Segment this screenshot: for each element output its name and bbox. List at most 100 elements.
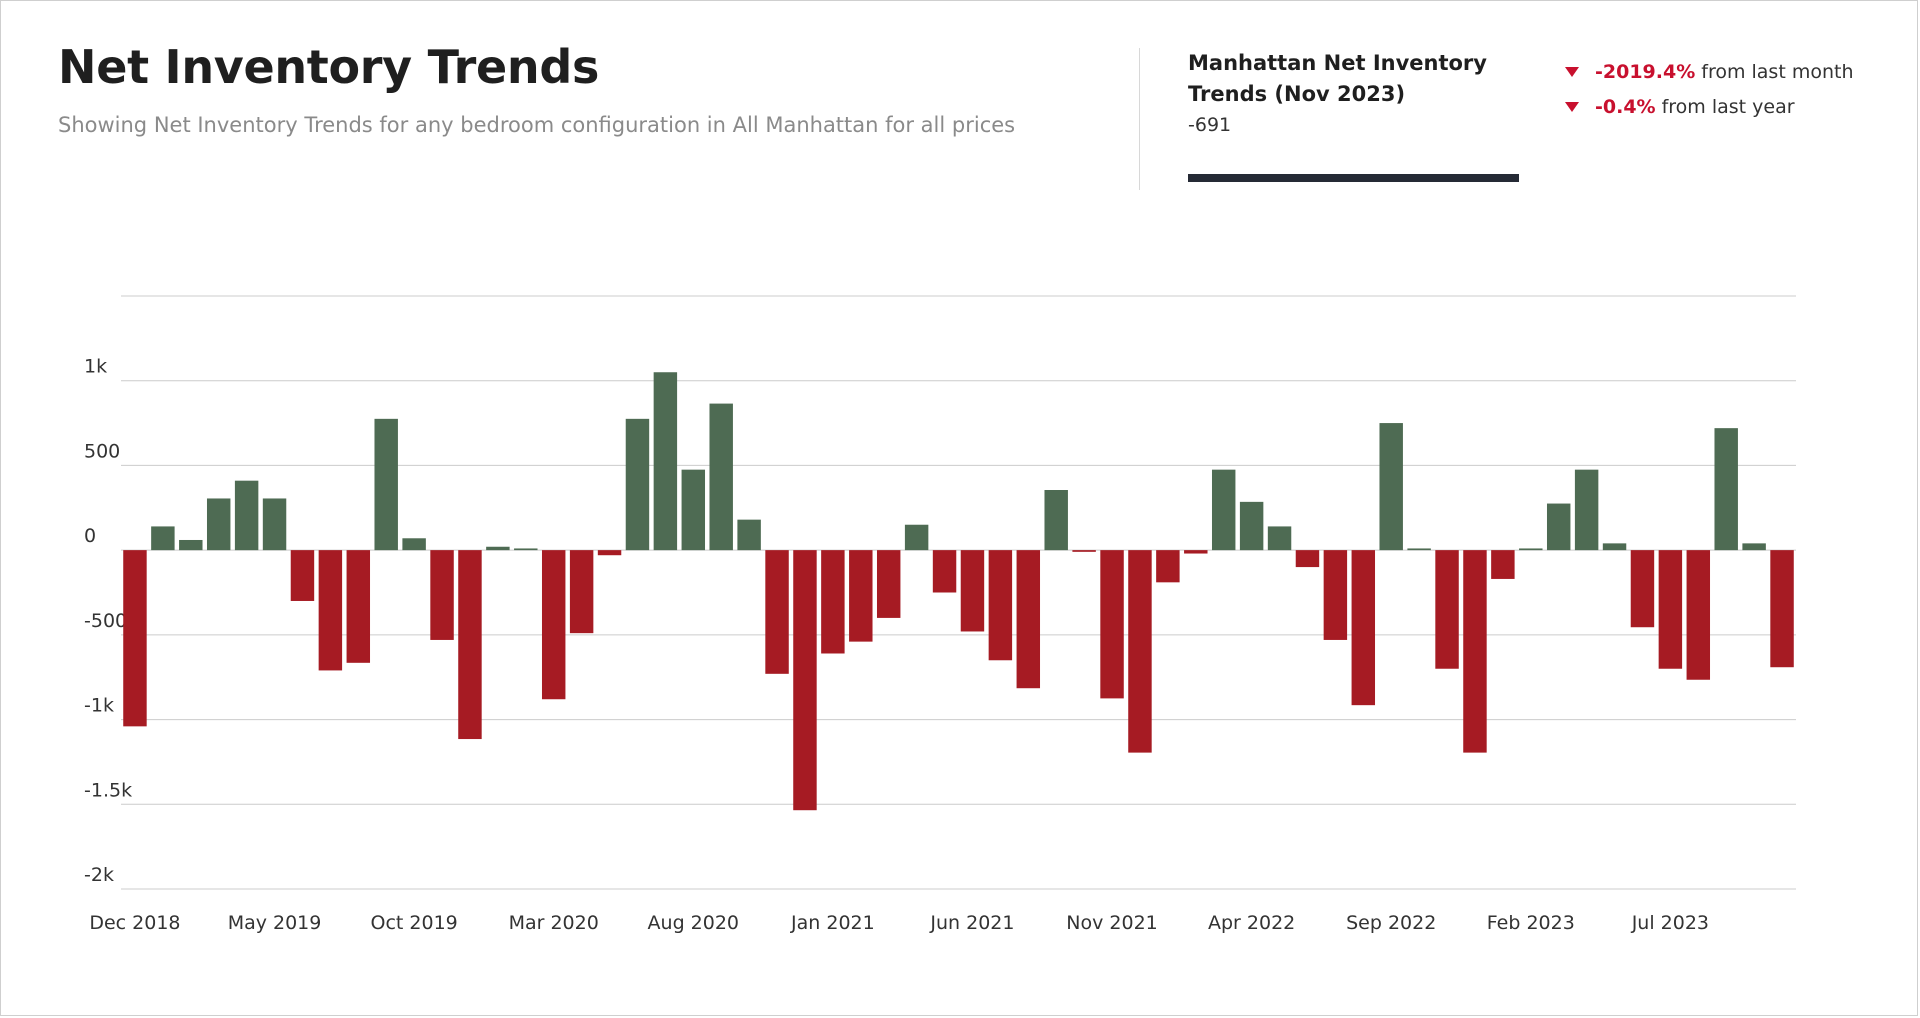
change-indicators: -2019.4% from last month -0.4% from last…	[1565, 54, 1853, 124]
bar-dec-2021[interactable]	[1128, 550, 1152, 753]
bar-apr-2023[interactable]	[1574, 469, 1599, 551]
bar-jan-2022[interactable]	[1156, 550, 1180, 583]
bar-oct-2020[interactable]	[737, 519, 761, 551]
x-tick-label: Mar 2020	[509, 912, 599, 934]
x-tick-label: Nov 2021	[1066, 912, 1157, 934]
y-tick-label: -1.5k	[84, 779, 132, 801]
bar-may-2021[interactable]	[932, 550, 957, 593]
bars	[123, 372, 1794, 811]
bar-jan-2020[interactable]	[486, 546, 510, 551]
bar-mar-2021[interactable]	[876, 550, 901, 618]
bar-jun-2022[interactable]	[1295, 550, 1320, 568]
year-change: -0.4% from last year	[1565, 89, 1853, 124]
bar-sep-2022[interactable]	[1379, 423, 1403, 551]
month-change-percent: -2019.4%	[1595, 60, 1696, 83]
bar-nov-2020[interactable]	[765, 550, 789, 674]
x-tick-label: Apr 2022	[1208, 912, 1295, 934]
bar-dec-2019[interactable]	[458, 550, 482, 740]
bar-apr-2022[interactable]	[1239, 501, 1264, 551]
y-tick-label: 0	[84, 525, 96, 547]
bar-feb-2022[interactable]	[1184, 550, 1208, 554]
bar-jul-2021[interactable]	[988, 550, 1013, 661]
triangle-down-icon	[1565, 66, 1579, 77]
bar-jan-2023[interactable]	[1491, 550, 1515, 579]
bar-jul-2019[interactable]	[318, 550, 343, 671]
y-tick-label: -1k	[84, 695, 114, 717]
bar-sep-2019[interactable]	[374, 418, 398, 551]
bar-nov-2019[interactable]	[430, 550, 454, 640]
bar-jan-2021[interactable]	[821, 550, 845, 654]
x-tick-label: Jun 2021	[929, 912, 1014, 934]
bar-jun-2020[interactable]	[625, 418, 650, 551]
y-tick-label: -2k	[84, 864, 114, 886]
x-tick-label: Sep 2022	[1346, 912, 1436, 934]
x-tick-label: Dec 2018	[89, 912, 180, 934]
bar-may-2022[interactable]	[1267, 526, 1292, 551]
x-tick-label: Aug 2020	[648, 912, 740, 934]
bar-jul-2022[interactable]	[1323, 550, 1348, 640]
bar-mar-2022[interactable]	[1211, 469, 1236, 551]
x-tick-label: Jan 2021	[790, 912, 875, 934]
bar-jan-2019[interactable]	[151, 526, 175, 551]
grid-lines	[121, 295, 1796, 890]
x-tick-label: Feb 2023	[1487, 912, 1575, 934]
y-tick-label: 500	[84, 440, 120, 462]
bar-aug-2022[interactable]	[1351, 550, 1376, 706]
page-title: Net Inventory Trends	[58, 40, 600, 94]
bar-apr-2019[interactable]	[234, 480, 259, 551]
header-divider	[1139, 48, 1140, 190]
chart-header: Net Inventory Trends Showing Net Invento…	[58, 40, 1098, 137]
summary-bar	[1188, 174, 1519, 182]
bar-may-2023[interactable]	[1602, 543, 1627, 551]
x-tick-label: Oct 2019	[371, 912, 458, 934]
bar-may-2019[interactable]	[262, 498, 287, 551]
page-subtitle: Showing Net Inventory Trends for any bed…	[58, 113, 1016, 138]
bar-dec-2020[interactable]	[793, 550, 817, 811]
bar-apr-2021[interactable]	[904, 524, 929, 551]
bar-mar-2020[interactable]	[541, 550, 566, 700]
year-change-label: from last year	[1661, 95, 1795, 118]
bar-oct-2021[interactable]	[1072, 550, 1096, 552]
bar-feb-2023[interactable]	[1519, 548, 1543, 551]
bar-feb-2020[interactable]	[514, 548, 538, 551]
year-change-percent: -0.4%	[1595, 95, 1656, 118]
bar-aug-2023[interactable]	[1686, 550, 1711, 680]
bar-jun-2021[interactable]	[960, 550, 985, 632]
bar-nov-2022[interactable]	[1435, 550, 1459, 669]
bar-aug-2021[interactable]	[1016, 550, 1041, 689]
x-axis-labels: Dec 2018 May 2019 Oct 2019 Mar 2020 Aug 2020…	[89, 912, 1709, 934]
bar-jun-2023[interactable]	[1630, 550, 1655, 628]
bar-oct-2022[interactable]	[1407, 548, 1431, 551]
bar-nov-2023[interactable]	[1770, 550, 1794, 668]
y-axis-labels: 1k 500 0 -500 -1k -1.5k -2k	[84, 356, 132, 886]
bar-feb-2019[interactable]	[179, 539, 203, 551]
bar-jul-2020[interactable]	[653, 372, 678, 551]
bar-oct-2023[interactable]	[1742, 543, 1766, 551]
bar-dec-2022[interactable]	[1463, 550, 1487, 753]
bar-apr-2020[interactable]	[569, 550, 594, 634]
bar-mar-2019[interactable]	[206, 498, 231, 551]
summary-value: -691	[1188, 114, 1232, 136]
bar-jun-2019[interactable]	[290, 550, 315, 601]
bar-nov-2021[interactable]	[1100, 550, 1124, 699]
bar-dec-2018[interactable]	[123, 550, 147, 727]
bar-aug-2020[interactable]	[681, 469, 706, 551]
bar-sep-2021[interactable]	[1044, 490, 1068, 551]
bar-may-2020[interactable]	[597, 550, 622, 556]
summary-title: Manhattan Net Inventory Trends (Nov 2023…	[1188, 51, 1487, 106]
bar-mar-2023[interactable]	[1546, 503, 1571, 551]
x-tick-label: Jul 2023	[1631, 912, 1709, 934]
triangle-down-icon	[1565, 101, 1579, 112]
month-change-label: from last month	[1701, 60, 1854, 83]
bar-oct-2019[interactable]	[402, 538, 426, 551]
bar-jul-2023[interactable]	[1658, 550, 1683, 669]
bar-feb-2021[interactable]	[849, 550, 873, 642]
bar-aug-2019[interactable]	[346, 550, 371, 663]
bar-sep-2023[interactable]	[1714, 428, 1738, 551]
y-tick-label: 1k	[84, 356, 107, 378]
x-tick-label: May 2019	[228, 912, 322, 934]
summary-panel: Manhattan Net Inventory Trends (Nov 2023…	[1188, 48, 1528, 136]
bar-sep-2020[interactable]	[709, 403, 733, 551]
